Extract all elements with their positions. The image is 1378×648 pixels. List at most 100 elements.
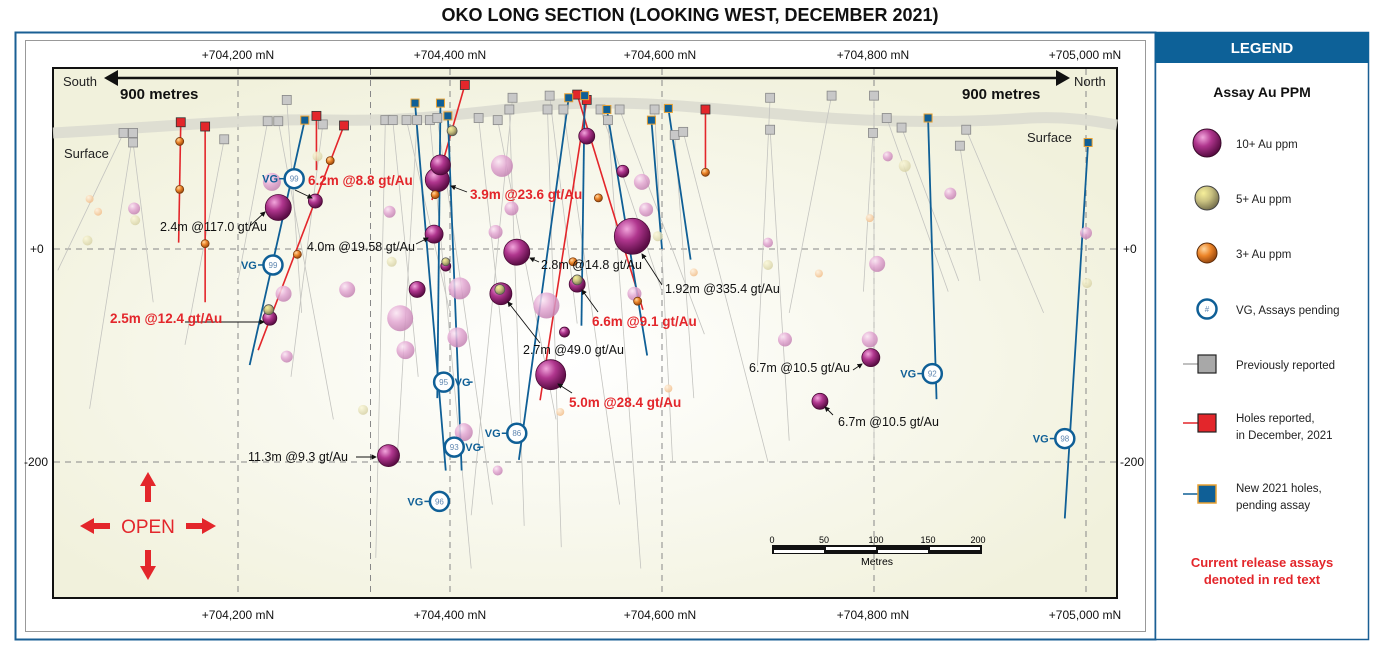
assay-sphere-10plus bbox=[339, 281, 356, 298]
northing-label: +704,200 mN bbox=[202, 608, 274, 622]
vg-marker: 99 VG bbox=[241, 254, 284, 276]
intercept-label: 2.8m @14.8 gt/Au bbox=[541, 258, 642, 272]
previous-hole-trace bbox=[965, 129, 1044, 314]
assay-sphere-3plus bbox=[701, 167, 710, 177]
previous-collar-square-icon bbox=[678, 126, 689, 137]
previous-collar-square-icon bbox=[317, 119, 328, 130]
assay-sphere-10plus bbox=[262, 172, 281, 191]
assay-sphere-10plus bbox=[578, 127, 596, 145]
assay-sphere-3plus bbox=[94, 207, 103, 216]
distance-label-right: 900 metres bbox=[962, 86, 1040, 103]
previous-hole-trace bbox=[392, 120, 419, 377]
assay-sphere-3plus bbox=[175, 184, 185, 194]
assay-sphere-10plus bbox=[387, 305, 414, 332]
vg-prefix: VG bbox=[1033, 434, 1049, 446]
new-2021-collar-square-icon bbox=[410, 98, 420, 108]
assay-sphere-10plus bbox=[861, 331, 878, 348]
northing-labels-top: +704,200 mN +704,400 mN +704,600 mN +704… bbox=[202, 48, 1121, 62]
vg-marker: 96 VG bbox=[407, 490, 451, 513]
previous-collar-square-icon bbox=[558, 104, 569, 115]
previous-hole-trace bbox=[375, 120, 386, 558]
intercept-label: 3.9m @23.6 gt/Au bbox=[470, 187, 582, 202]
previous-collar-square-icon bbox=[262, 116, 273, 127]
legend-footer: Current release assays bbox=[1191, 555, 1333, 570]
scale-tick: 100 bbox=[868, 535, 883, 545]
vg-circle-icon bbox=[432, 371, 455, 393]
assay-sphere-10plus bbox=[763, 237, 773, 248]
vg-hole-id: 92 bbox=[928, 370, 937, 379]
assay-sphere-10plus bbox=[492, 465, 503, 476]
assay-sphere-3plus bbox=[292, 249, 302, 259]
previous-collar-square-icon bbox=[412, 115, 423, 126]
assay-sphere-5plus bbox=[446, 125, 458, 137]
assay-sphere-10plus bbox=[280, 350, 293, 363]
magenta-sphere-icon bbox=[1192, 128, 1222, 158]
assay-sphere-3plus bbox=[633, 296, 643, 306]
open-indicator: OPEN bbox=[80, 472, 216, 580]
assay-sphere-3plus bbox=[85, 194, 94, 203]
assay-sphere-10plus bbox=[613, 217, 651, 255]
intercept-label: 5.0m @28.4 gt/Au bbox=[569, 395, 681, 410]
scale-tick: 50 bbox=[819, 535, 829, 545]
previous-hole-trace bbox=[563, 109, 620, 505]
assay-sphere-5plus bbox=[263, 304, 275, 316]
assay-sphere-10plus bbox=[454, 423, 473, 442]
intercept-label: 6.2m @8.8 gt/Au bbox=[308, 173, 413, 188]
assay-sphere-10plus bbox=[488, 224, 503, 239]
assay-sphere-3plus bbox=[200, 239, 210, 249]
previous-collar-square-icon bbox=[128, 137, 138, 148]
new-2021-hole-trace bbox=[1063, 142, 1090, 519]
assay-sphere-10plus bbox=[869, 255, 886, 272]
legend-item-label: New 2021 holes, bbox=[1236, 483, 1322, 495]
previous-collar-square-icon bbox=[765, 92, 776, 103]
legend-item-label-line2: pending assay bbox=[1236, 500, 1310, 512]
legend-item-label: Holes reported, bbox=[1236, 413, 1315, 425]
vg-hole-id: 93 bbox=[450, 443, 459, 452]
arrow-up-icon bbox=[140, 472, 156, 502]
assay-sphere-10plus bbox=[503, 238, 531, 266]
new-2021-hole-trace bbox=[518, 97, 570, 460]
new-2021-collar-square-icon bbox=[663, 103, 673, 113]
distance-label-left: 900 metres bbox=[120, 86, 198, 103]
assay-sphere-10plus bbox=[448, 277, 471, 300]
intercept-arrow bbox=[529, 257, 540, 263]
vg-prefix: VG bbox=[485, 428, 501, 440]
vg-circle-icon bbox=[506, 422, 528, 444]
assay-sphere-10plus bbox=[377, 444, 400, 468]
vg-circle-icon bbox=[443, 436, 465, 458]
new-2021-hole-trace bbox=[650, 120, 663, 250]
assay-sphere-5plus bbox=[130, 215, 141, 226]
previous-collar-square-icon bbox=[542, 104, 553, 115]
assay-sphere-3plus bbox=[568, 257, 578, 267]
assay-sphere-3plus bbox=[325, 156, 335, 166]
assay-sphere-10plus bbox=[559, 326, 570, 338]
previous-hole-trace bbox=[619, 109, 705, 335]
previous-hole-trace bbox=[788, 95, 832, 313]
vg-hole-id: 86 bbox=[512, 429, 521, 438]
new-2021-collar-square-icon bbox=[443, 111, 453, 121]
previous-hole-trace bbox=[863, 132, 874, 292]
new-2021-collar-square-icon bbox=[1083, 138, 1093, 147]
previous-hole-trace bbox=[508, 109, 525, 526]
intercept-label: 6.7m @10.5 gt/Au bbox=[838, 415, 939, 429]
previous-hole-trace bbox=[132, 142, 154, 303]
northing-label: +704,400 mN bbox=[414, 608, 486, 622]
intercept-arrow bbox=[641, 253, 663, 286]
assay-sphere-3plus bbox=[430, 190, 440, 200]
vg-prefix: VG bbox=[241, 260, 257, 272]
intercept-label: 6.6m @9.1 gt/Au bbox=[592, 314, 697, 329]
northing-labels-bottom: +704,200 mN +704,400 mN +704,600 mN +704… bbox=[202, 608, 1121, 622]
assay-sphere-10plus bbox=[307, 193, 323, 209]
legend-footer: denoted in red text bbox=[1204, 572, 1321, 587]
south-label: South bbox=[63, 74, 97, 89]
previous-collar-square-icon bbox=[281, 95, 292, 105]
elevation-labels: +0 -200 +0 -200 bbox=[24, 242, 1144, 469]
assay-sphere-10plus bbox=[504, 201, 519, 216]
northing-label: +705,000 mN bbox=[1049, 608, 1121, 622]
previous-hole-trace bbox=[600, 109, 663, 292]
arrow-head-south-icon bbox=[104, 70, 118, 86]
red-square-icon bbox=[1197, 413, 1217, 433]
open-label: OPEN bbox=[121, 517, 175, 538]
intercept-arrow bbox=[249, 211, 266, 227]
legend-panel: LEGEND Assay Au PPM 10+ Au ppm 5+ Au ppm… bbox=[1154, 31, 1378, 641]
